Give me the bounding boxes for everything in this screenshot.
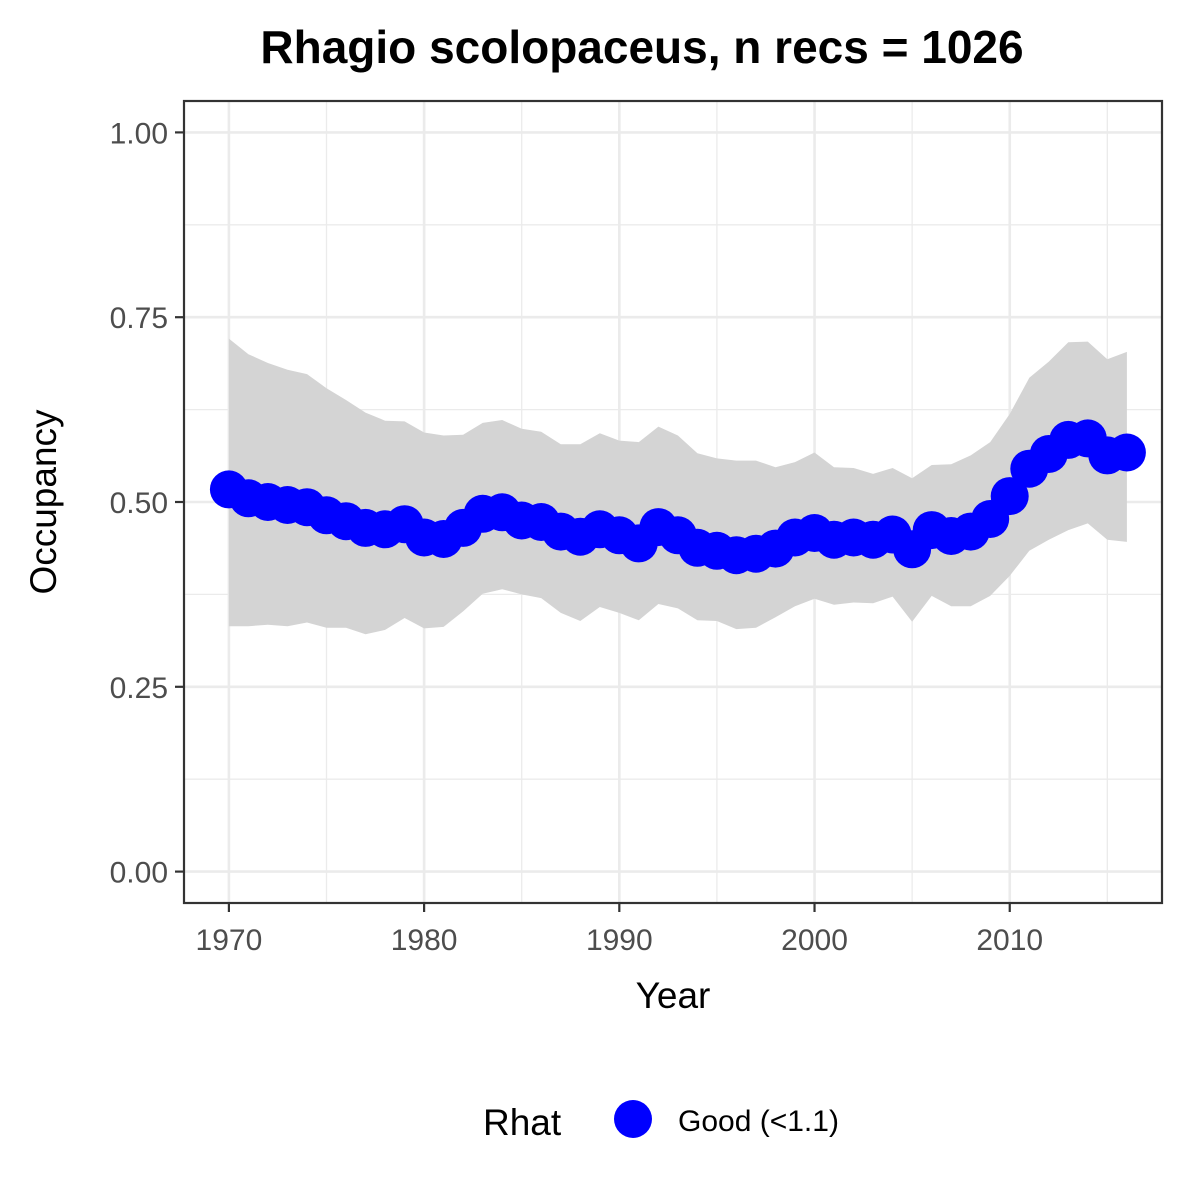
legend-title: Rhat: [483, 1102, 562, 1143]
legend-label-good: Good (<1.1): [678, 1105, 839, 1138]
legend: Rhat Good (<1.1): [483, 1100, 839, 1143]
y-tick-label: 1.00: [110, 117, 168, 150]
legend-key-good-marker: [614, 1100, 652, 1138]
x-axis-title: Year: [636, 975, 711, 1016]
data-point-2010: [990, 477, 1029, 516]
x-axis-ticks: 1970 1980 1990 2000 2010: [196, 903, 1043, 957]
x-tick-label: 2000: [781, 924, 848, 957]
x-tick-label: 1990: [586, 924, 653, 957]
x-tick-label: 1970: [196, 924, 263, 957]
x-tick-label: 2010: [976, 924, 1043, 957]
occupancy-points: [209, 419, 1146, 575]
y-tick-label: 0.25: [110, 672, 168, 705]
chart-title: Rhagio scolopaceus, n recs = 1026: [260, 21, 1023, 73]
data-point-2016: [1107, 433, 1146, 472]
y-tick-label: 0.00: [110, 857, 168, 890]
y-tick-label: 0.75: [110, 302, 168, 335]
y-axis-ticks: 0.00 0.25 0.50 0.75 1.00: [110, 117, 184, 890]
y-tick-label: 0.50: [110, 487, 168, 520]
x-tick-label: 1980: [391, 924, 458, 957]
y-axis-title: Occupancy: [23, 409, 64, 595]
